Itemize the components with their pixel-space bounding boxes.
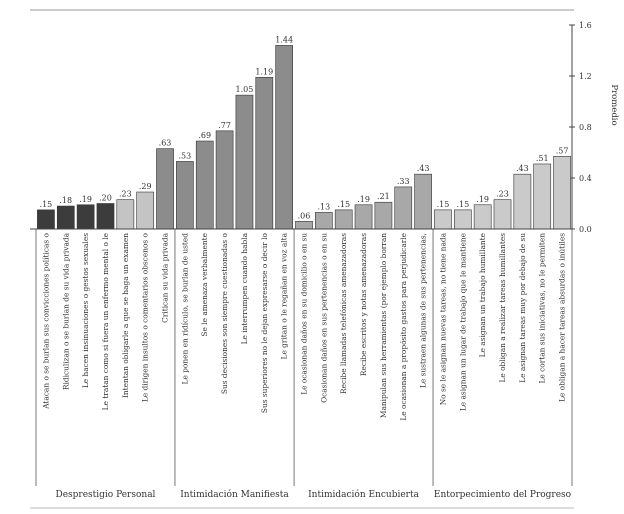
- bar: [195, 140, 214, 230]
- data-label: 1.05: [236, 85, 254, 94]
- bar: [255, 76, 274, 230]
- bar: [295, 221, 313, 230]
- data-label: .43: [516, 164, 529, 173]
- data-label: .15: [456, 200, 469, 209]
- data-label: .13: [317, 202, 330, 211]
- group-label: Intimidación Encubierta: [308, 489, 419, 500]
- category-label: No se le asignan nuevas tareas, no tiene…: [438, 232, 447, 405]
- bar: [553, 156, 571, 230]
- bar: [453, 209, 472, 230]
- group-labels: Desprestigio Personal Intimidación Manifi…: [35, 229, 573, 500]
- bar: [434, 209, 452, 230]
- bar: [116, 199, 135, 230]
- data-label: .23: [119, 190, 132, 199]
- category-label: Le asignan tareas muy por debajo de su: [518, 233, 527, 383]
- y-axis: 0.0 0.4 0.8 1.2 1.6: [569, 21, 592, 234]
- category-label: Ocasionan daños en sus pertenencias o en…: [319, 233, 328, 403]
- category-label: Intentan obligarle a que se haga un exam…: [121, 233, 130, 398]
- category-label: Sus superiores no le dejan expresarse o …: [260, 232, 269, 413]
- data-label: .57: [556, 146, 569, 155]
- y-tick-label: 0.0: [579, 225, 592, 234]
- category-label: Le ocasionan daños en su domicilio o en …: [300, 233, 309, 395]
- y-tick-label: 0.8: [579, 123, 592, 132]
- data-label: .77: [218, 121, 231, 130]
- data-label: .51: [536, 154, 549, 163]
- bar: [473, 204, 492, 230]
- bar: [533, 163, 552, 230]
- data-label: .18: [59, 196, 72, 205]
- data-label: .23: [496, 190, 509, 199]
- category-label: Critican su vida privada: [161, 232, 170, 322]
- y-axis-label: Promedio: [609, 84, 619, 125]
- category-label: Le dirigen insultos o comentarios obscen…: [141, 232, 150, 402]
- data-label: .29: [139, 182, 152, 191]
- data-label: .69: [198, 131, 211, 140]
- bar: [275, 45, 293, 230]
- bar: [76, 204, 95, 230]
- group-label: Desprestigio Personal: [56, 490, 156, 500]
- bar: [56, 205, 75, 230]
- bar: [493, 199, 512, 230]
- data-label: .19: [357, 195, 370, 204]
- bar: [315, 212, 333, 230]
- data-label: .43: [417, 164, 430, 173]
- category-label: Le interrumpen cuando habla: [240, 232, 249, 344]
- bar: [394, 186, 413, 230]
- category-label: Recibe llamadas telefónicas amenazadoras: [339, 233, 348, 394]
- bar: [354, 204, 373, 230]
- data-label: .20: [99, 194, 112, 203]
- data-label: .15: [40, 200, 53, 209]
- data-label: .19: [476, 195, 489, 204]
- data-label: .15: [337, 200, 350, 209]
- data-label: 1.44: [275, 35, 293, 44]
- data-label: .33: [397, 177, 410, 186]
- bar: [156, 148, 174, 230]
- y-tick-label: 1.6: [579, 21, 592, 30]
- category-label: Le ponen en ridículo, se burlan de usted: [180, 233, 189, 385]
- category-label: Le ocasionan a propósito gastos para per…: [399, 233, 408, 421]
- bar: [37, 209, 55, 230]
- category-label: Sus decisiones son siempre cuestionadas …: [220, 232, 229, 394]
- category-label: Le gritan o le regañan en voz alta: [280, 232, 289, 359]
- category-label: Le obligan a hacer tareas absurdas o inú…: [558, 233, 567, 402]
- bar: [136, 191, 155, 230]
- category-label: Le obligan a realizar tareas humillantes: [498, 233, 507, 383]
- data-label: 1.19: [255, 67, 273, 76]
- category-label: Manipulan sus herramientas (por ejemplo …: [379, 233, 388, 418]
- data-label: .63: [159, 139, 172, 148]
- bar: [334, 209, 353, 230]
- category-label: Se le amenaza verbalmente: [200, 233, 209, 337]
- data-label: .15: [437, 200, 450, 209]
- bar: [176, 161, 194, 230]
- category-label: Le asignan un trabajo humillante: [478, 233, 487, 357]
- data-label: .53: [179, 151, 192, 160]
- category-label: Ridiculizan o se burlan de su vida priva…: [61, 232, 70, 390]
- category-label: Le tratan como si fuera un enfermo menta…: [101, 233, 110, 410]
- data-labels: .15 .18 .19 .20 .23 .29 .63 .53 .69 .77 1.051.19 1.…: [40, 35, 569, 220]
- category-label: Le cortan sus iniciativas, no le permite…: [538, 233, 547, 384]
- bars: [37, 45, 571, 230]
- category-label: Atacan o se burlan sus convicciones polí…: [41, 232, 50, 409]
- y-tick-label: 1.2: [579, 72, 592, 81]
- y-tick-label: 0.4: [579, 174, 592, 183]
- data-label: .19: [79, 195, 92, 204]
- category-label: Le sustraen algunas de sus pertenencias,: [419, 233, 428, 388]
- category-label: Le asignan un lugar de trabajo que le ma…: [458, 233, 467, 411]
- category-labels: Atacan o se burlan sus convicciones polí…: [41, 232, 566, 420]
- category-label: Le hacen insinuaciones o gestos sexuales: [81, 233, 90, 388]
- bar: [414, 173, 432, 230]
- data-label: .21: [377, 192, 390, 201]
- bar: [96, 203, 115, 230]
- bar: [235, 94, 254, 230]
- group-label: Entorpecimiento del Progreso: [434, 490, 571, 500]
- group-label: Intimidación Manifiesta: [180, 489, 289, 500]
- bar: [374, 201, 393, 230]
- data-label: .06: [298, 211, 311, 220]
- bar: [513, 173, 532, 230]
- category-label: Recibe escritos y notas amenazadoras: [359, 233, 368, 376]
- bar: [215, 130, 234, 230]
